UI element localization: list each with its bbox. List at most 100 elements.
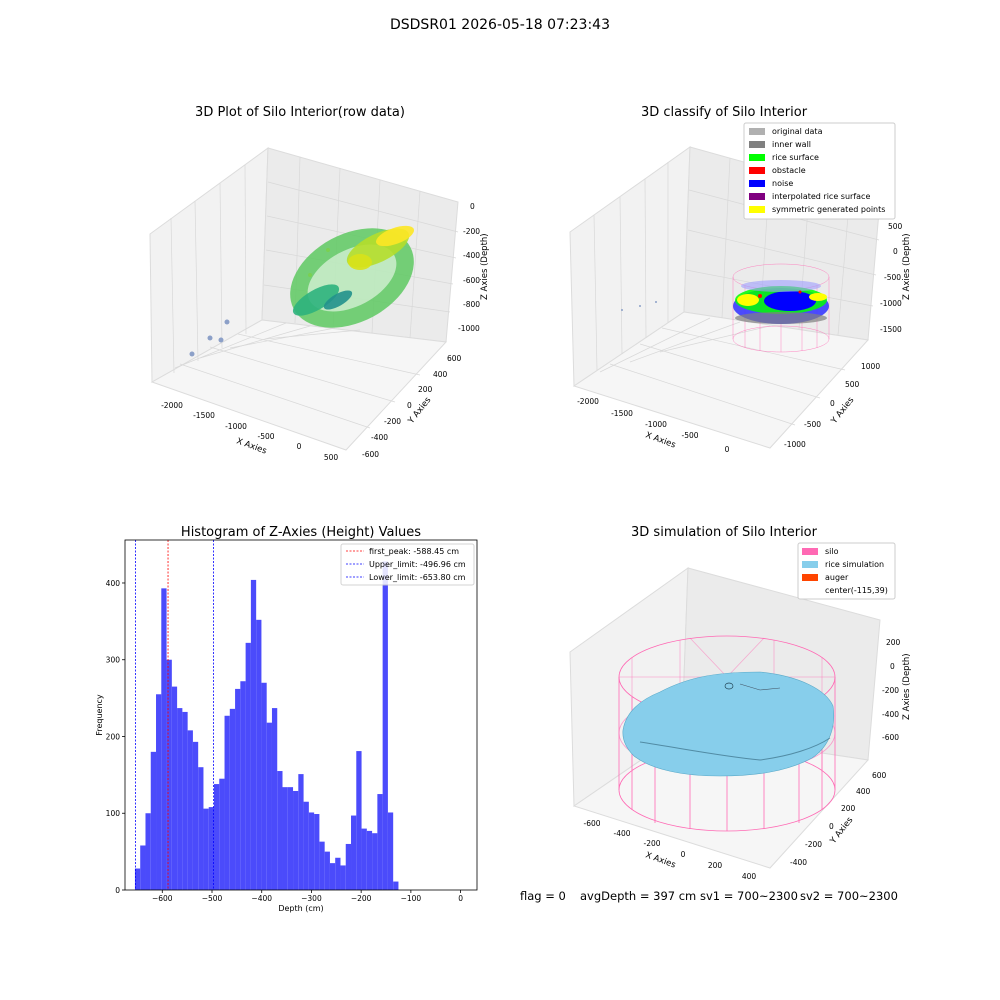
classify-y-ticks: -1000 -500 0 500 1000 [784,362,880,449]
histogram-bar [250,579,257,890]
legend-label-lower-limit: Lower_limit: -653.80 cm [369,573,466,582]
legend-label-rice-surface: rice surface [772,153,819,162]
histogram-x-tick: −400 [251,894,272,903]
raw-z-tick: -200 [463,227,480,236]
classify-grid [593,157,880,426]
panel-classify-title: 3D classify of Silo Interior [641,105,808,120]
histogram-bar [171,686,178,890]
histogram-bar [345,843,352,890]
simulation-x-ticks: -600 -400 -200 0 200 400 [583,819,756,881]
histogram-bar [150,751,157,890]
simulation-z-tick: -200 [882,686,899,695]
histogram-bar [361,828,367,890]
legend-swatch-interpolated [749,193,765,200]
histogram-bar [145,813,151,890]
auger-path [739,683,781,691]
raw-pane-floor [150,319,448,451]
simulation-x-tick: 0 [681,850,686,859]
histogram-bar [335,857,341,890]
classify-y-tick: -500 [804,420,821,429]
raw-y-tick: 0 [407,401,412,410]
legend-label-interpolated: interpolated rice surface [772,192,870,201]
raw-x-ticks: -2000 -1500 -1000 -500 0 500 [161,401,338,462]
histogram-bar [261,682,267,890]
legend-swatch-noise [749,180,765,187]
legend-label-rice-simulation: rice simulation [825,560,884,569]
histogram-frame [124,539,478,891]
classify-x-ticks: -2000 -1500 -1000 -500 0 [577,397,730,454]
histogram-bar [156,694,162,890]
simulation-y-tick: 200 [841,804,856,813]
simulation-y-tick: 600 [872,771,887,780]
simulation-x-tick: 400 [742,872,757,881]
simulation-y-ticks: -400 -200 0 200 400 600 [790,771,887,867]
footer-avg-depth: avgDepth = 397 cm [580,889,697,903]
classify-x-tick: 0 [725,445,730,454]
histogram-x-label: Depth (cm) [278,904,323,913]
histogram-bar [372,833,378,890]
raw-z-label: Z Axies (Depth) [480,233,490,300]
raw-y-tick: 600 [447,354,462,363]
legend-swatch-original [749,128,765,135]
histogram-bar [277,771,283,890]
classify-x-label: X Axies [644,430,677,450]
simulation-title: 3D simulation of Silo Interior [631,525,818,540]
legend-label-auger: auger [825,573,849,582]
legend-label-center: center(-115,39) [825,586,888,595]
histogram-bar [303,801,309,890]
raw-y-tick: -400 [371,433,388,442]
histogram-bar [366,830,373,890]
histogram-y-label: Frequency [95,694,104,736]
raw-y-tick: 200 [418,385,433,394]
raw-z-tick: 0 [470,202,475,211]
legend-swatch-silo [802,548,818,555]
histogram-bar [213,784,220,890]
classify-outliers [621,301,657,311]
histogram-bar [192,741,199,890]
histogram-bar [224,715,230,890]
histogram-bar [298,774,304,890]
simulation-legend: silo rice simulation auger center(-115,3… [797,542,896,600]
simulation-z-tick: -400 [882,710,899,719]
histogram-x-tick: −100 [401,894,422,903]
histogram-bar [393,881,399,890]
histogram-bar [166,659,172,890]
legend-label-original: original data [772,127,823,136]
simulation-x-tick: 200 [708,861,723,870]
raw-z-tick: -600 [463,276,480,285]
classify-z-tick: -1500 [880,325,902,334]
histogram-y-ticks: 0 100 200 300 400 [106,579,125,895]
histogram-title: Histogram of Z-Axies (Height) Values [181,525,421,540]
histogram-bar [134,868,141,890]
histogram-bar [356,751,362,890]
panel-raw-3d: 3D Plot of Silo Interior(row data) [149,105,490,462]
raw-x-tick: -1000 [225,422,247,431]
classify-y-tick: 500 [845,380,860,389]
histogram-bar [308,812,315,890]
raw-x-tick: 0 [297,442,302,451]
raw-point-cloud [290,225,414,328]
footer-flag: flag = 0 [520,889,566,903]
histogram-bar [340,865,346,890]
histogram-bar [229,708,236,890]
simulation-z-tick: -600 [882,733,899,742]
auger-marker [724,682,734,690]
histogram-legend: first_peak: -588.45 cm Upper_limit: -496… [340,543,475,586]
histogram-y-tick: 200 [106,732,121,741]
raw-y-tick: -600 [362,450,379,459]
rice-surface-ridge [639,737,831,761]
legend-label-symmetric: symmetric generated points [772,205,885,214]
raw-y-ticks: -600 -400 -200 0 200 400 600 [362,354,462,459]
histogram-bar [293,790,299,890]
histogram-bar [182,711,188,890]
histogram-bar [235,688,241,890]
legend-label-inner-wall: inner wall [772,140,811,149]
figure-suptitle: DSDSR01 2026-05-18 07:23:43 [389,17,610,33]
raw-z-tick: -400 [463,251,480,260]
histogram-bar [187,730,193,890]
simulation-y-tick: 400 [856,787,871,796]
histogram-y-tick: 300 [106,656,121,665]
classify-x-tick: -500 [681,431,698,440]
histogram-bar [351,815,357,890]
